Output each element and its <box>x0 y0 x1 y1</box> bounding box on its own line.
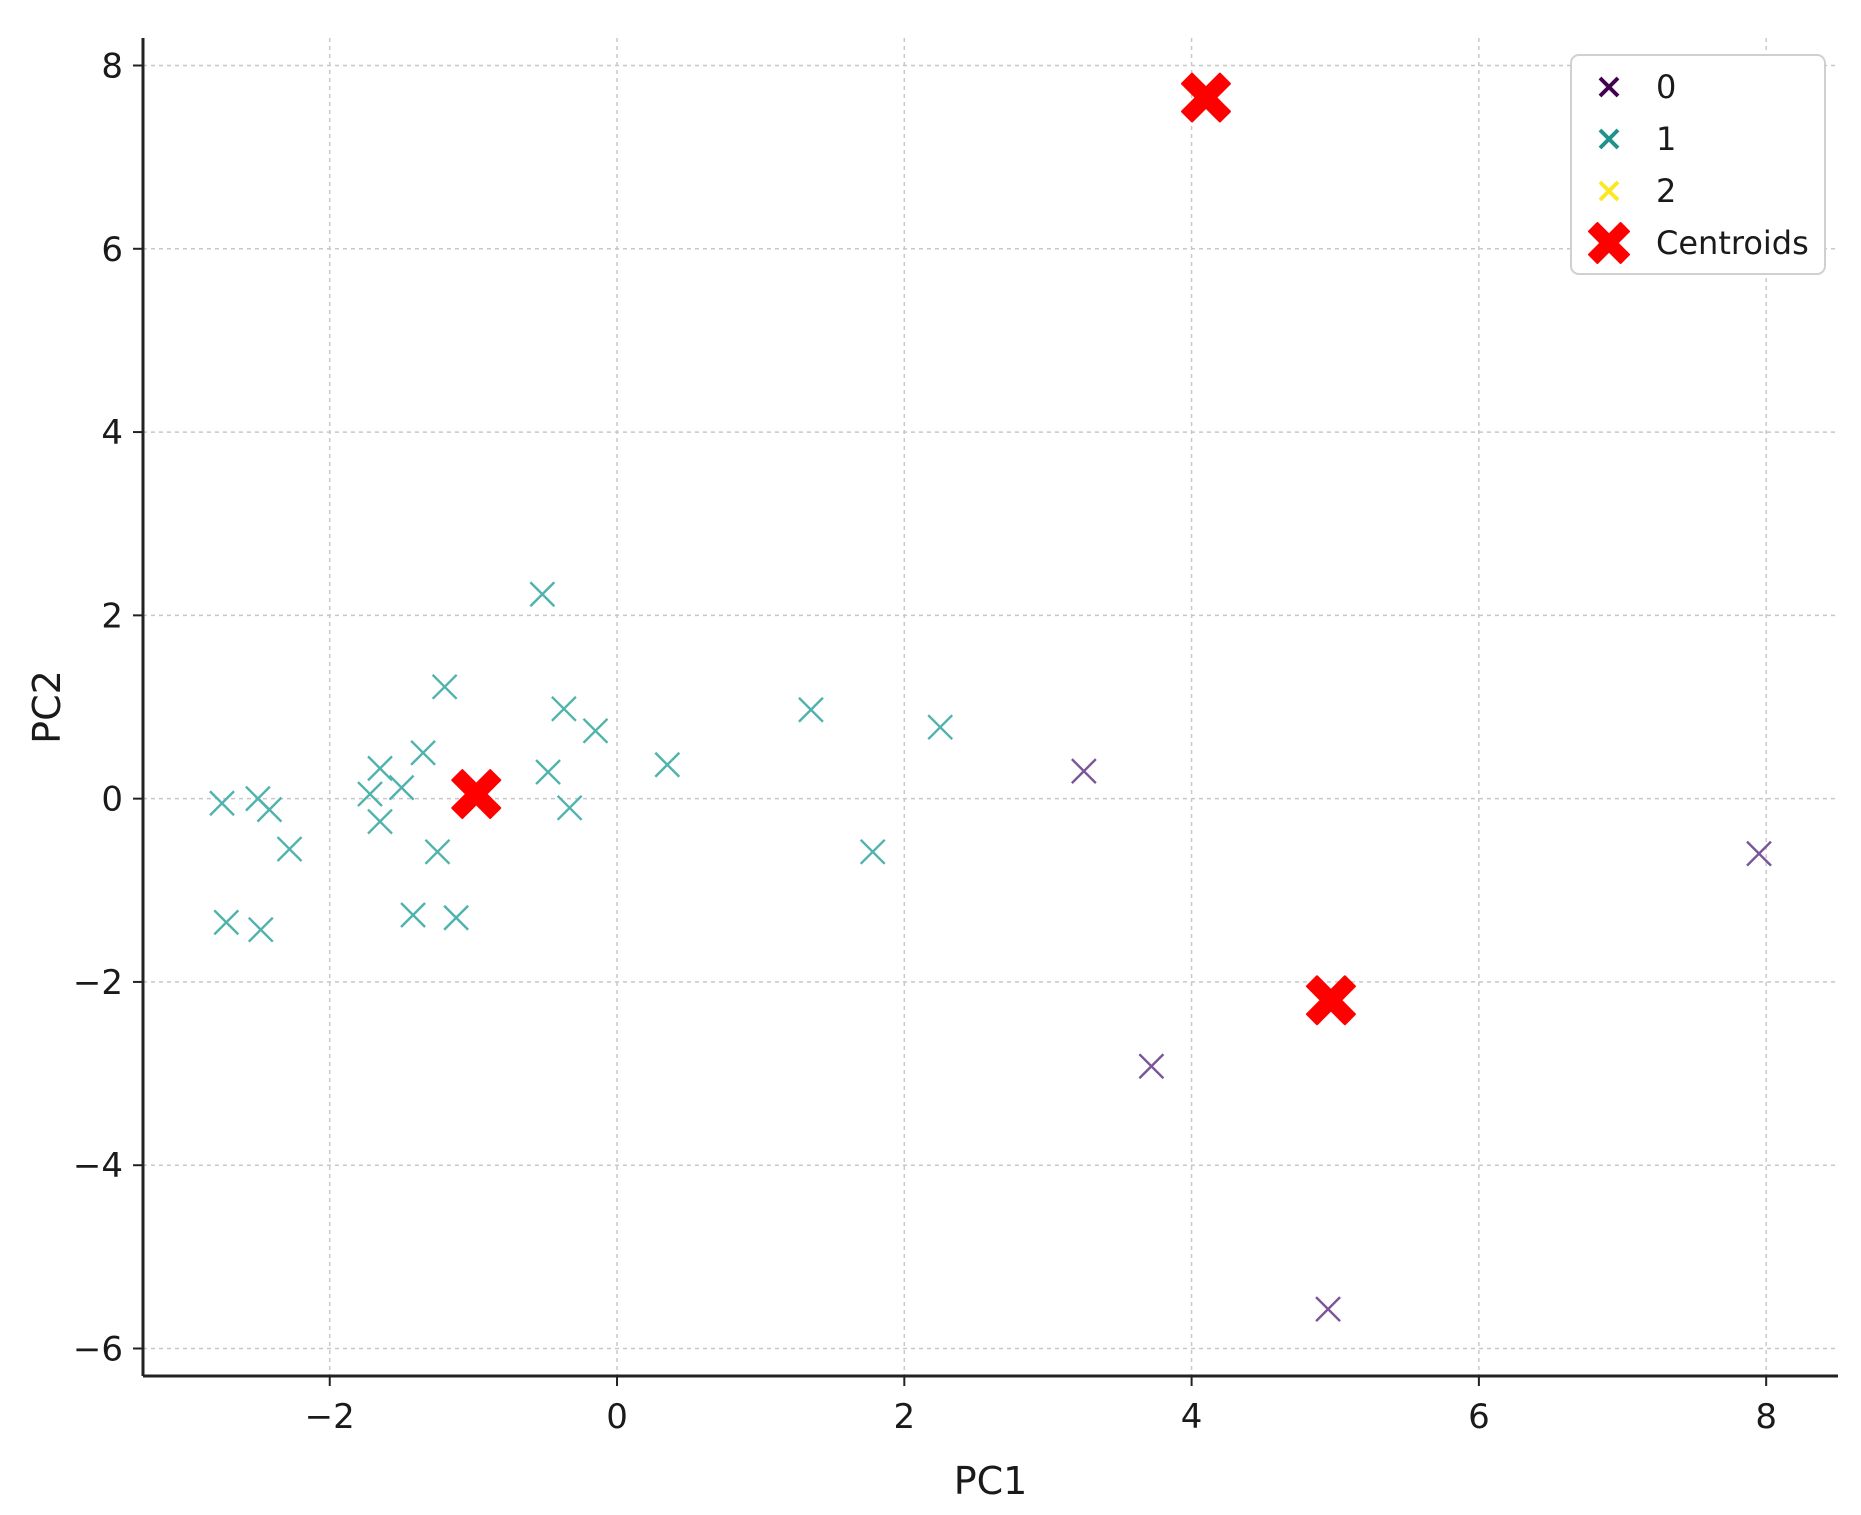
data-point-cluster-1 <box>388 774 415 801</box>
legend: 0 1 2 Centroids <box>1570 54 1826 275</box>
legend-label: 1 <box>1656 120 1676 158</box>
y-tick-label: 6 <box>101 230 123 270</box>
data-point-cluster-1 <box>213 909 240 936</box>
data-point-cluster-1 <box>276 836 303 862</box>
y-tick-label: 0 <box>101 780 123 820</box>
data-point-cluster-1 <box>529 581 556 608</box>
legend-marker-2 <box>1598 180 1620 202</box>
legend-label: 2 <box>1656 172 1676 210</box>
x-tick-label: 0 <box>606 1397 628 1437</box>
legend-label: 0 <box>1656 68 1676 106</box>
y-tick-label: −6 <box>73 1330 123 1370</box>
data-point-cluster-0 <box>1071 758 1097 784</box>
data-point-cluster-1 <box>654 751 681 778</box>
data-point-cluster-1 <box>357 781 383 807</box>
data-point-cluster-1 <box>209 790 235 817</box>
y-tick-label: 2 <box>101 596 123 636</box>
x-tick-label: 2 <box>893 1397 915 1437</box>
data-point-cluster-1 <box>927 714 954 741</box>
axes <box>141 38 1838 1378</box>
data-point-cluster-1 <box>859 838 886 865</box>
data-point-cluster-0 <box>1138 1053 1165 1080</box>
x-axis-label: PC1 <box>954 1459 1028 1503</box>
data-point-cluster-1 <box>443 904 469 931</box>
data-point-cluster-1 <box>582 717 609 744</box>
data-point-cluster-1 <box>367 808 393 835</box>
x-tick-label: 4 <box>1181 1397 1203 1437</box>
legend-marker-1 <box>1598 128 1620 150</box>
y-tick-label: −4 <box>73 1146 123 1186</box>
grid <box>143 38 1838 1376</box>
legend-box <box>1570 54 1826 275</box>
data-point-cluster-1 <box>400 902 426 928</box>
data-point-cluster-1 <box>256 796 283 823</box>
centroid-marker <box>1180 72 1231 123</box>
data-point-cluster-1 <box>551 695 577 722</box>
data-point-cluster-1 <box>535 759 561 785</box>
legend-marker-centroids <box>1588 222 1630 264</box>
centroid-marker <box>451 769 502 820</box>
data-point-cluster-1 <box>431 673 458 700</box>
y-tick-label: 8 <box>101 46 123 86</box>
ticks: −2 0 2 4 6 8 −6 −4 −2 0 2 4 6 8 <box>73 46 1777 1437</box>
x-tick-label: 8 <box>1755 1397 1777 1437</box>
data-point-cluster-0 <box>1315 1296 1341 1322</box>
legend-label: Centroids <box>1656 224 1809 262</box>
y-tick-label: 4 <box>101 413 123 453</box>
y-axis-label: PC2 <box>25 670 69 744</box>
data-points <box>209 72 1772 1322</box>
data-point-cluster-0 <box>1746 840 1772 867</box>
data-point-cluster-1 <box>798 696 824 723</box>
x-tick-label: 6 <box>1468 1397 1490 1437</box>
centroid-marker <box>1305 975 1356 1026</box>
x-tick-label: −2 <box>305 1397 355 1437</box>
data-point-cluster-1 <box>410 739 436 766</box>
legend-marker-0 <box>1598 76 1620 98</box>
data-point-cluster-1 <box>424 838 451 865</box>
data-point-cluster-1 <box>556 794 583 821</box>
y-tick-label: −2 <box>73 963 123 1003</box>
data-point-cluster-1 <box>247 916 274 943</box>
data-point-cluster-1 <box>367 755 393 782</box>
